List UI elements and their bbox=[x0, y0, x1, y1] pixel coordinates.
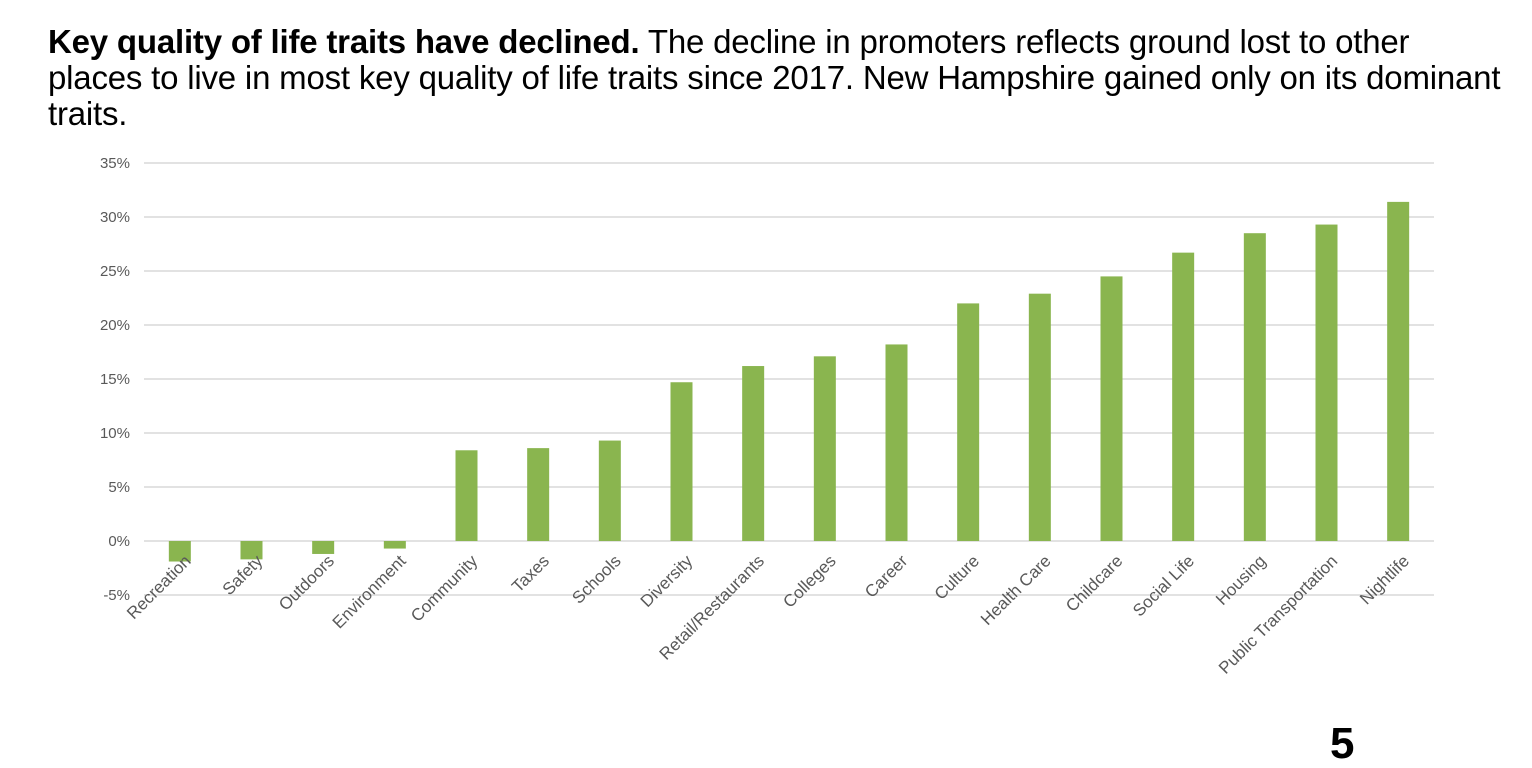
y-tick-label: 25% bbox=[100, 263, 130, 280]
x-tick-label: Recreation bbox=[123, 551, 195, 623]
bar bbox=[455, 450, 478, 541]
x-tick-label: Health Care bbox=[977, 551, 1055, 629]
gridlines bbox=[144, 162, 1434, 596]
page-number: 5 bbox=[1330, 719, 1355, 768]
x-axis-labels: Recreation Safety OutdoorsEnvironmentCommu… bbox=[123, 551, 1413, 678]
x-tick-label: Outdoors bbox=[275, 551, 338, 614]
bar bbox=[1028, 293, 1051, 541]
x-tick-label: Housing bbox=[1212, 551, 1270, 609]
x-tick-label: Taxes bbox=[508, 551, 553, 596]
bar bbox=[312, 541, 335, 554]
x-tick-label: Nightlife bbox=[1356, 551, 1413, 608]
bar bbox=[1387, 201, 1410, 541]
bar bbox=[527, 448, 550, 541]
x-tick-label: Diversity bbox=[637, 551, 697, 611]
x-tick-label: Culture bbox=[931, 551, 983, 603]
y-axis-ticks: -5% 0% 5% 10% 15% 20% 25% 30% 35% bbox=[100, 155, 130, 604]
x-tick-label: Colleges bbox=[779, 551, 839, 611]
y-tick-label: -5% bbox=[103, 587, 130, 604]
bar bbox=[598, 440, 621, 541]
bar bbox=[240, 541, 263, 560]
bar bbox=[885, 344, 908, 541]
y-tick-label: 30% bbox=[100, 209, 130, 226]
x-tick-label: Community bbox=[407, 551, 482, 626]
x-tick-label: Childcare bbox=[1062, 551, 1126, 615]
bar bbox=[383, 541, 406, 549]
y-tick-label: 15% bbox=[100, 371, 130, 388]
x-tick-label: Career bbox=[861, 551, 911, 601]
bar bbox=[1100, 276, 1123, 541]
bar bbox=[742, 366, 765, 541]
bar-chart: -5% 0% 5% 10% 15% 20% 25% 30% 35% Recreation Safe… bbox=[100, 155, 1434, 678]
headline-text: The decline in promoters reflects ground… bbox=[48, 23, 1501, 132]
y-tick-label: 35% bbox=[100, 155, 130, 172]
x-tick-label: Environment bbox=[329, 551, 410, 632]
bar bbox=[1243, 233, 1266, 541]
headline: Key quality of life traits have declined… bbox=[48, 24, 1508, 132]
bar bbox=[670, 382, 693, 541]
bars bbox=[168, 201, 1410, 562]
y-tick-label: 5% bbox=[108, 479, 130, 496]
headline-bold: Key quality of life traits have declined… bbox=[48, 23, 640, 60]
bar bbox=[1172, 252, 1195, 541]
y-tick-label: 10% bbox=[100, 425, 130, 442]
y-tick-label: 20% bbox=[100, 317, 130, 334]
x-tick-label: Social Life bbox=[1129, 551, 1198, 620]
bar bbox=[168, 541, 191, 562]
bar bbox=[813, 356, 836, 541]
x-tick-label: Schools bbox=[568, 551, 624, 607]
x-tick-label: Public Transportation bbox=[1215, 551, 1341, 677]
bar bbox=[1315, 224, 1338, 541]
bar bbox=[957, 303, 980, 541]
y-tick-label: 0% bbox=[108, 533, 130, 550]
